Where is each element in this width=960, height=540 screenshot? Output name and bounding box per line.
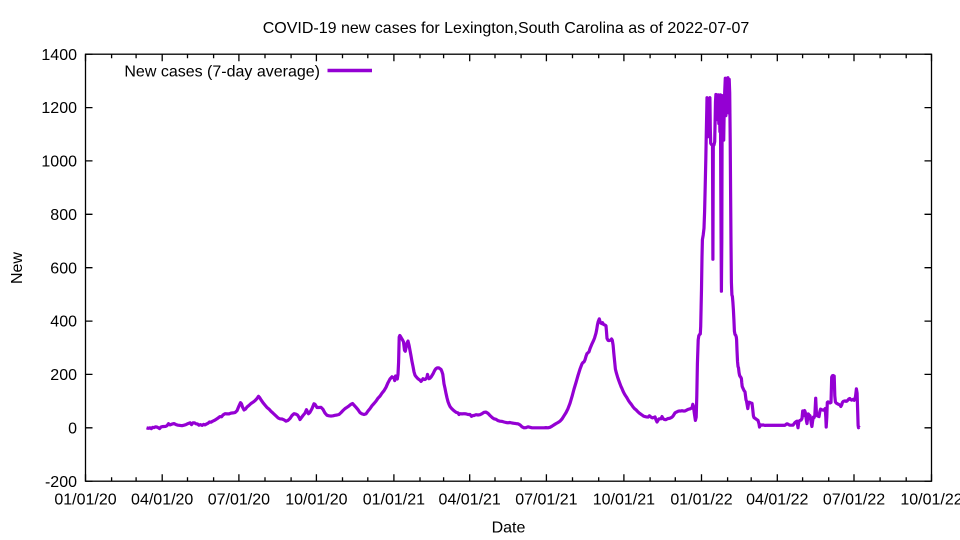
- svg-text:200: 200: [50, 367, 77, 384]
- svg-text:1000: 1000: [41, 154, 77, 171]
- svg-text:04/01/20: 04/01/20: [131, 491, 193, 508]
- svg-text:400: 400: [50, 314, 77, 331]
- svg-text:04/01/21: 04/01/21: [439, 491, 501, 508]
- svg-text:600: 600: [50, 260, 77, 277]
- svg-text:04/01/22: 04/01/22: [746, 491, 808, 508]
- svg-text:New: New: [9, 252, 26, 284]
- svg-text:-200: -200: [45, 474, 77, 491]
- svg-text:800: 800: [50, 207, 77, 224]
- svg-text:01/01/20: 01/01/20: [54, 491, 116, 508]
- svg-text:1400: 1400: [41, 47, 77, 64]
- svg-text:07/01/21: 07/01/21: [515, 491, 577, 508]
- svg-text:10/01/20: 10/01/20: [285, 491, 347, 508]
- svg-text:1200: 1200: [41, 100, 77, 117]
- svg-text:10/01/21: 10/01/21: [593, 491, 655, 508]
- svg-text:New cases (7-day average): New cases (7-day average): [124, 64, 320, 81]
- svg-text:10/01/22: 10/01/22: [900, 491, 960, 508]
- svg-text:0: 0: [68, 420, 77, 437]
- svg-text:07/01/22: 07/01/22: [823, 491, 885, 508]
- svg-text:07/01/20: 07/01/20: [208, 491, 270, 508]
- svg-text:Date: Date: [492, 520, 526, 537]
- svg-text:01/01/22: 01/01/22: [670, 491, 732, 508]
- svg-text:COVID-19 new cases for Lexingt: COVID-19 new cases for Lexington,South C…: [263, 20, 750, 37]
- svg-text:01/01/21: 01/01/21: [363, 491, 425, 508]
